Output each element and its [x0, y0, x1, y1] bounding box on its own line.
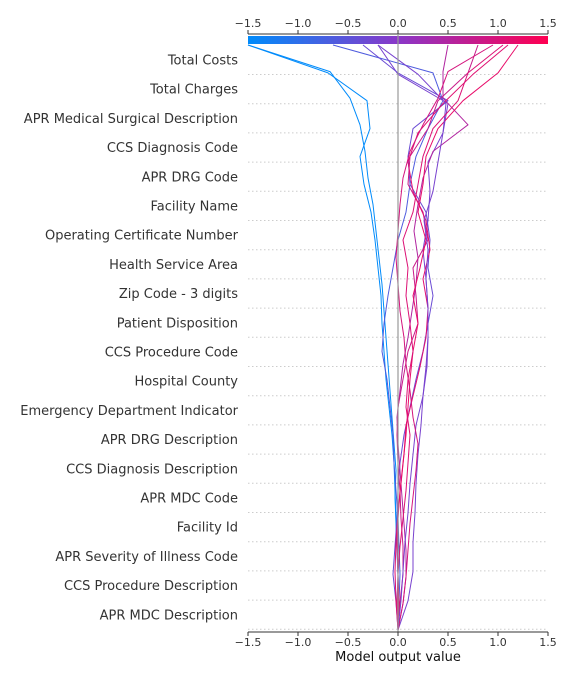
feature-label: APR Severity of Illness Code: [55, 550, 238, 565]
decision-line: [396, 44, 504, 631]
tick-label: 0.5: [439, 17, 457, 30]
feature-label: APR Medical Surgical Description: [24, 112, 238, 127]
tick-label: 1.0: [489, 17, 507, 30]
tick-label: 1.5: [539, 636, 557, 649]
x-axis-label: Model output value: [335, 650, 461, 665]
feature-label: Emergency Department Indicator: [20, 404, 238, 419]
feature-label: CCS Procedure Code: [105, 346, 238, 361]
tick-label: 1.0: [489, 636, 507, 649]
feature-label: Facility Name: [150, 200, 238, 215]
feature-label: APR DRG Description: [101, 433, 238, 448]
tick-label: −1.0: [285, 17, 312, 30]
feature-label: CCS Diagnosis Description: [66, 462, 238, 477]
feature-label: APR MDC Code: [140, 492, 238, 507]
feature-label: APR MDC Description: [100, 608, 238, 623]
feature-label: Hospital County: [135, 375, 239, 390]
feature-label: Total Costs: [167, 54, 238, 69]
feature-label: Zip Code - 3 digits: [119, 287, 238, 302]
top-axis: −1.5 −1.0 −0.5 0.0 0.5 1.0 1.5: [235, 17, 557, 35]
tick-label: −1.5: [235, 17, 262, 30]
feature-label: APR DRG Code: [142, 170, 238, 185]
tick-label: 0.5: [439, 636, 457, 649]
tick-label: −1.5: [235, 636, 262, 649]
tick-label: 0.0: [389, 636, 407, 649]
decision-line: [396, 44, 469, 631]
feature-label: Operating Certificate Number: [45, 229, 239, 244]
decision-line: [395, 44, 494, 631]
feature-labels: Total Costs Total Charges APR Medical Surg…: [20, 54, 238, 624]
tick-label: 1.5: [539, 17, 557, 30]
feature-label: Total Charges: [149, 83, 238, 98]
bottom-axis: −1.5 −1.0 −0.5 0.0 0.5 1.0 1.5: [235, 631, 557, 649]
tick-label: −0.5: [335, 636, 362, 649]
decision-line: [377, 44, 447, 631]
feature-label: CCS Procedure Description: [64, 579, 238, 594]
decision-line: [247, 44, 399, 631]
tick-label: −1.0: [285, 636, 312, 649]
tick-label: 0.0: [389, 17, 407, 30]
feature-label: Health Service Area: [109, 258, 238, 273]
tick-label: −0.5: [335, 17, 362, 30]
feature-label: Facility Id: [177, 521, 238, 536]
feature-label: Patient Disposition: [117, 316, 238, 331]
feature-label: CCS Diagnosis Code: [107, 141, 238, 156]
